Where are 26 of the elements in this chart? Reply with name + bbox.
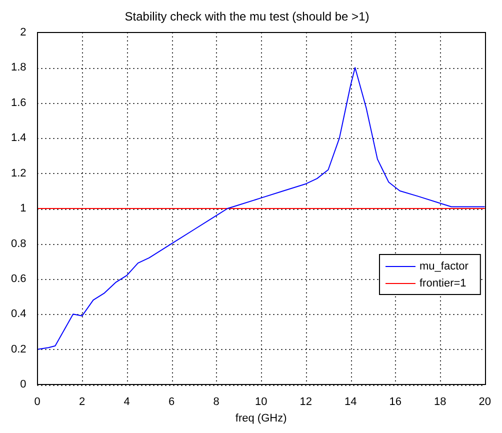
legend-label: mu_factor <box>420 260 469 273</box>
y-tick-label: 1.6 <box>10 96 26 109</box>
y-tick-label: 0 <box>20 378 26 391</box>
x-tick-label: 18 <box>434 396 446 408</box>
y-tick-label: 0.6 <box>10 272 26 285</box>
x-tick-label: 6 <box>168 396 175 408</box>
x-tick-label: 16 <box>389 396 402 408</box>
x-tick-label: 0 <box>34 396 40 408</box>
legend-label: frontier=1 <box>420 278 466 290</box>
y-tick-label: 1 <box>20 202 26 215</box>
y-tick-label: 0.4 <box>10 308 26 320</box>
y-tick-label: 2 <box>20 26 26 38</box>
x-tick-label: 4 <box>124 396 130 408</box>
y-tick-label: 0.8 <box>10 238 26 250</box>
y-tick-label: 1.2 <box>10 167 26 180</box>
x-tick-label: 10 <box>254 396 268 408</box>
y-tick-label: 0.2 <box>10 343 26 356</box>
y-tick-label: 1.4 <box>10 132 26 144</box>
chart-title: Stability check with the mu test (should be >1) <box>124 10 370 24</box>
x-tick-label: 12 <box>300 396 312 408</box>
x-tick-label: 20 <box>478 396 492 408</box>
x-tick-label: 14 <box>344 396 357 408</box>
x-tick-label: 8 <box>213 396 220 408</box>
y-tick-label: 1.8 <box>10 62 26 74</box>
x-axis-title: freq (GHz) <box>235 412 287 424</box>
x-tick-label: 2 <box>78 396 86 408</box>
